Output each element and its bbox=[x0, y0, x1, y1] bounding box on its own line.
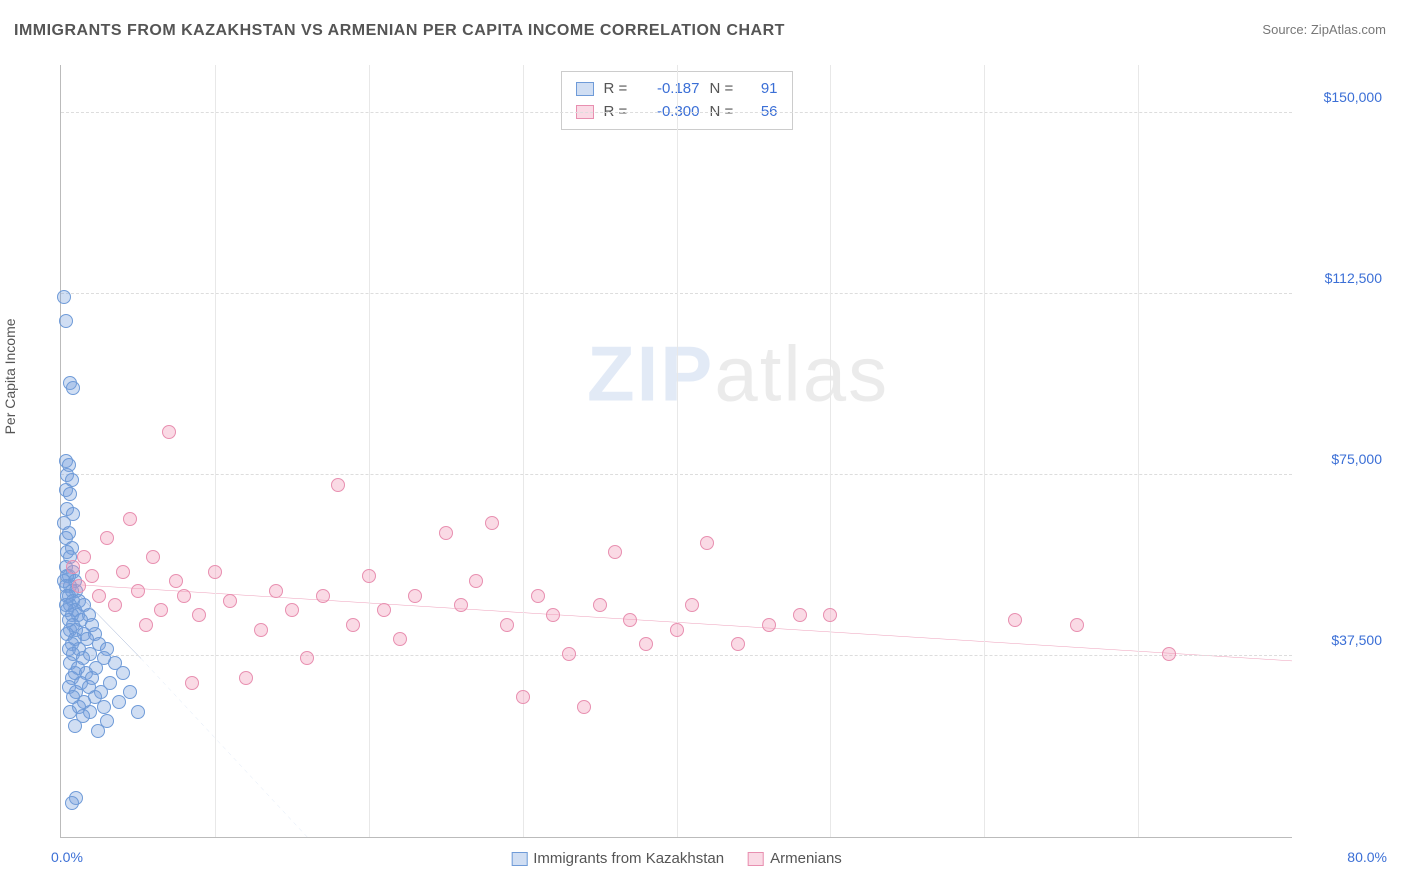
scatter-point-kaz bbox=[112, 695, 126, 709]
y-axis-tick-label: $37,500 bbox=[1302, 632, 1382, 648]
scatter-point-arm bbox=[316, 589, 330, 603]
scatter-point-arm bbox=[546, 608, 560, 622]
scatter-point-arm bbox=[700, 536, 714, 550]
scatter-point-arm bbox=[285, 603, 299, 617]
scatter-point-arm bbox=[1008, 613, 1022, 627]
scatter-point-arm bbox=[639, 637, 653, 651]
scatter-point-arm bbox=[593, 598, 607, 612]
scatter-point-arm bbox=[562, 647, 576, 661]
source-attribution: Source: ZipAtlas.com bbox=[1262, 22, 1386, 37]
scatter-point-arm bbox=[346, 618, 360, 632]
grid-line-vertical bbox=[369, 65, 370, 837]
scatter-point-arm bbox=[731, 637, 745, 651]
watermark-part-1: ZIP bbox=[587, 329, 714, 417]
grid-line-vertical bbox=[1138, 65, 1139, 837]
scatter-point-arm bbox=[823, 608, 837, 622]
scatter-point-arm bbox=[208, 565, 222, 579]
scatter-point-arm bbox=[123, 512, 137, 526]
scatter-point-arm bbox=[239, 671, 253, 685]
scatter-point-kaz bbox=[116, 666, 130, 680]
scatter-point-arm bbox=[162, 425, 176, 439]
scatter-point-arm bbox=[108, 598, 122, 612]
plot-area: ZIPatlas R =-0.187N =91R =-0.300N =56 0.… bbox=[60, 65, 1292, 838]
scatter-point-arm bbox=[300, 651, 314, 665]
scatter-point-arm bbox=[393, 632, 407, 646]
scatter-point-arm bbox=[377, 603, 391, 617]
scatter-point-kaz bbox=[63, 487, 77, 501]
scatter-point-arm bbox=[454, 598, 468, 612]
scatter-point-arm bbox=[439, 526, 453, 540]
grid-line-vertical bbox=[830, 65, 831, 837]
scatter-point-arm bbox=[1162, 647, 1176, 661]
legend-swatch bbox=[748, 852, 764, 866]
scatter-point-arm bbox=[146, 550, 160, 564]
source-link[interactable]: ZipAtlas.com bbox=[1311, 22, 1386, 37]
grid-line-vertical bbox=[984, 65, 985, 837]
n-label: N = bbox=[710, 78, 738, 101]
scatter-point-arm bbox=[269, 584, 283, 598]
scatter-point-kaz bbox=[65, 796, 79, 810]
grid-line-vertical bbox=[523, 65, 524, 837]
grid-line-vertical bbox=[215, 65, 216, 837]
scatter-point-arm bbox=[169, 574, 183, 588]
scatter-point-kaz bbox=[66, 381, 80, 395]
scatter-point-arm bbox=[670, 623, 684, 637]
scatter-point-arm bbox=[92, 589, 106, 603]
x-axis-max-label: 80.0% bbox=[1347, 849, 1387, 865]
scatter-point-arm bbox=[331, 478, 345, 492]
legend-swatch bbox=[511, 852, 527, 866]
scatter-point-arm bbox=[139, 618, 153, 632]
series-legend-item-kaz: Immigrants from Kazakhstan bbox=[511, 850, 724, 867]
scatter-point-arm bbox=[254, 623, 268, 637]
scatter-point-arm bbox=[762, 618, 776, 632]
grid-line-vertical bbox=[677, 65, 678, 837]
scatter-point-arm bbox=[185, 676, 199, 690]
scatter-point-arm bbox=[362, 569, 376, 583]
scatter-point-arm bbox=[685, 598, 699, 612]
scatter-point-arm bbox=[192, 608, 206, 622]
y-axis-tick-label: $112,500 bbox=[1302, 270, 1382, 286]
scatter-point-arm bbox=[131, 584, 145, 598]
scatter-point-arm bbox=[72, 579, 86, 593]
watermark: ZIPatlas bbox=[587, 328, 889, 419]
scatter-point-arm bbox=[608, 545, 622, 559]
scatter-point-arm bbox=[408, 589, 422, 603]
scatter-point-kaz bbox=[97, 700, 111, 714]
scatter-point-arm bbox=[77, 550, 91, 564]
y-axis-tick-label: $150,000 bbox=[1302, 89, 1382, 105]
source-label: Source: bbox=[1262, 22, 1307, 37]
y-axis-tick-label: $75,000 bbox=[1302, 451, 1382, 467]
r-value: -0.187 bbox=[642, 78, 700, 101]
series-legend-item-arm: Armenians bbox=[748, 850, 842, 867]
scatter-point-kaz bbox=[91, 724, 105, 738]
scatter-point-arm bbox=[154, 603, 168, 617]
scatter-point-arm bbox=[469, 574, 483, 588]
scatter-point-arm bbox=[116, 565, 130, 579]
scatter-point-arm bbox=[516, 690, 530, 704]
x-axis-min-label: 0.0% bbox=[51, 849, 83, 865]
scatter-point-arm bbox=[100, 531, 114, 545]
scatter-point-arm bbox=[223, 594, 237, 608]
scatter-point-arm bbox=[623, 613, 637, 627]
scatter-point-arm bbox=[793, 608, 807, 622]
scatter-point-arm bbox=[85, 569, 99, 583]
chart-container: Per Capita Income ZIPatlas R =-0.187N =9… bbox=[14, 55, 1392, 878]
r-label: R = bbox=[604, 78, 632, 101]
legend-swatch bbox=[576, 82, 594, 96]
scatter-point-arm bbox=[177, 589, 191, 603]
scatter-point-arm bbox=[577, 700, 591, 714]
scatter-point-arm bbox=[500, 618, 514, 632]
scatter-point-arm bbox=[1070, 618, 1084, 632]
series-legend: Immigrants from Kazakhstan Armenians bbox=[511, 850, 842, 867]
chart-title: IMMIGRANTS FROM KAZAKHSTAN VS ARMENIAN P… bbox=[14, 22, 785, 40]
scatter-point-kaz bbox=[57, 290, 71, 304]
scatter-point-arm bbox=[485, 516, 499, 530]
scatter-point-kaz bbox=[68, 719, 82, 733]
y-axis-label: Per Capita Income bbox=[2, 318, 18, 434]
n-value: 91 bbox=[748, 78, 778, 101]
scatter-point-kaz bbox=[59, 314, 73, 328]
watermark-part-2: atlas bbox=[714, 329, 889, 417]
scatter-point-kaz bbox=[131, 705, 145, 719]
scatter-point-arm bbox=[531, 589, 545, 603]
